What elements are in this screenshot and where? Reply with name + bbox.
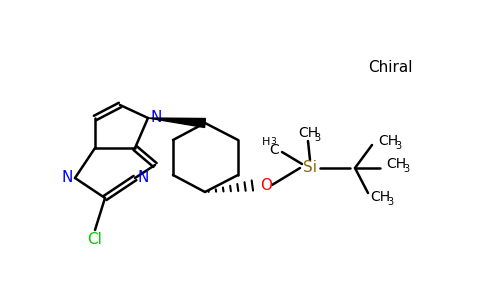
- Text: Cl: Cl: [88, 232, 103, 247]
- Text: CH: CH: [298, 126, 318, 140]
- Text: H: H: [262, 137, 270, 147]
- Text: N: N: [151, 110, 162, 125]
- Text: Chiral: Chiral: [368, 61, 412, 76]
- Polygon shape: [148, 118, 205, 128]
- Text: 3: 3: [387, 197, 393, 207]
- Text: CH: CH: [386, 157, 406, 171]
- Text: CH: CH: [370, 190, 390, 204]
- Text: Si: Si: [303, 160, 317, 175]
- Text: C: C: [269, 143, 279, 157]
- Text: N: N: [61, 170, 73, 185]
- Text: CH: CH: [378, 134, 398, 148]
- Text: N: N: [137, 170, 149, 185]
- Text: 3: 3: [314, 133, 320, 143]
- Text: 3: 3: [395, 141, 401, 151]
- Text: 3: 3: [403, 164, 409, 174]
- Text: O: O: [260, 178, 272, 193]
- Text: 3: 3: [270, 137, 276, 146]
